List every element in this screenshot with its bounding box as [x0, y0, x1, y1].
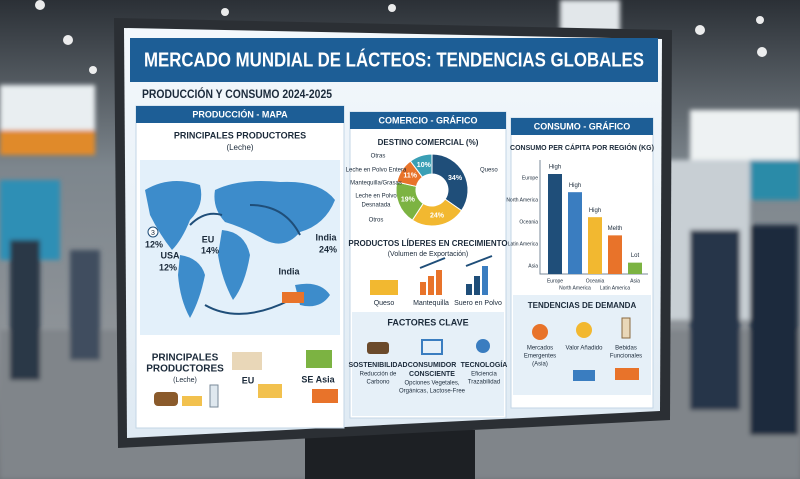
- map-note: (Leche): [226, 143, 253, 152]
- map-marker: [147, 226, 159, 238]
- map-label: 14%: [201, 245, 219, 255]
- legend-label: Otros: [369, 218, 384, 224]
- y-region-label: Latin America: [508, 241, 539, 247]
- demand-icons: [532, 317, 639, 381]
- legend-label: Otras: [371, 154, 386, 160]
- bar-label: Lot: [631, 253, 640, 259]
- factors-title: FACTORES CLAVE: [387, 317, 468, 327]
- footer-title: PRINCIPALES: [152, 353, 219, 364]
- factors-box: [352, 312, 504, 416]
- x-tick-label: North America: [559, 285, 591, 291]
- legend-label: Mantequilla/Grasas: [350, 181, 402, 187]
- map-label: 12%: [159, 262, 177, 272]
- x-tick-label: Oceania: [586, 278, 605, 284]
- x-tick-label: Latin America: [600, 285, 631, 291]
- factor-text: Orgánicas, Lactose-Free: [399, 389, 466, 395]
- growth-category: Suero en Polvo: [454, 300, 502, 307]
- subtitle: PRODUCCIÓN Y CONSUMO 2024-2025: [142, 86, 332, 101]
- map-label: 12%: [145, 239, 163, 249]
- bar-label: High: [589, 208, 601, 214]
- trade-heading-bar: [350, 112, 506, 129]
- factor-text: Opciones Vegetales,: [404, 381, 459, 387]
- factor-text: Eficiencia: [471, 372, 497, 378]
- donut-slice: [431, 153, 469, 212]
- footer-note: (Leche): [173, 377, 197, 384]
- growth-category: Queso: [374, 300, 395, 307]
- bar: [608, 235, 622, 274]
- map-label: USA: [160, 250, 180, 260]
- bar-label: High: [549, 165, 561, 171]
- map-heading-bar: [136, 106, 344, 123]
- consumption-heading-bar: [511, 118, 653, 135]
- title-bar: [130, 38, 658, 82]
- y-region-label: Oceania: [519, 219, 538, 225]
- map-title: PRINCIPALES PRODUCTORES: [174, 130, 306, 140]
- legend-label: Leche en Polvo: [355, 194, 397, 200]
- map-label: 24%: [319, 244, 337, 254]
- map-label: 3: [151, 230, 155, 237]
- demand-text: Bebidas: [615, 346, 637, 352]
- y-region-label: North America: [506, 197, 538, 203]
- y-region-label: Europe: [522, 175, 538, 181]
- demand-text: Funcionales: [610, 354, 642, 360]
- factor-name: SOSTENIBILIDAD: [348, 362, 407, 369]
- bar: [588, 217, 602, 274]
- growth-subtitle: (Volumen de Exportación): [388, 251, 469, 258]
- title: MERCADO MUNDIAL DE LÁCTEOS: TENDENCIAS G…: [144, 48, 644, 71]
- demand-text: Mercados: [527, 346, 553, 352]
- factor-name: CONSUMIDOR: [408, 362, 457, 369]
- factor-text: Reducción de: [360, 372, 397, 378]
- panel-heading: COMERCIO - GRÁFICO: [379, 115, 478, 125]
- producer-icons: [154, 350, 338, 408]
- donut-title: DESTINO COMERCIAL (%): [378, 138, 479, 147]
- bar-label: High: [569, 183, 581, 189]
- bar: [548, 174, 562, 274]
- factor-name: TECNOLOGÍA: [461, 360, 508, 369]
- demand-text: Valor Añadido: [566, 346, 604, 352]
- x-tick-label: Europe: [547, 278, 563, 284]
- truck-icon: [282, 292, 304, 303]
- map-label: India: [278, 266, 300, 276]
- donut-slice: [409, 153, 433, 178]
- factor-name: CONSCIENTE: [409, 371, 455, 378]
- growth-title: PRODUCTOS LÍDERES EN CRECIMIENTO: [348, 239, 507, 248]
- footer-label: EU: [242, 375, 255, 385]
- footer-label: SE Asia: [301, 374, 335, 384]
- panel-heading: CONSUMO - GRÁFICO: [534, 121, 631, 131]
- bar: [568, 192, 582, 274]
- slice-label: 19%: [401, 197, 416, 204]
- legend-label: Queso: [480, 168, 498, 174]
- growth-icons: [370, 255, 493, 295]
- slice-label: 34%: [448, 175, 463, 182]
- legend-label: Desnatada: [361, 203, 391, 209]
- ceiling-lights: [35, 0, 767, 74]
- continents: [145, 181, 335, 318]
- footer-title: PRODUCTORES: [146, 364, 224, 375]
- panel-heading: PRODUCCIÓN - MAPA: [192, 108, 288, 119]
- demand-text: Emergentes: [524, 354, 556, 360]
- slice-label: 24%: [430, 212, 445, 219]
- map-label: India: [315, 232, 337, 242]
- x-tick-label: Asia: [630, 278, 640, 284]
- bar-label: Melth: [608, 226, 623, 232]
- legend-label: Leche en Polvo Entera: [346, 168, 407, 174]
- y-region-label: Asia: [528, 263, 538, 269]
- trade-arrows: [189, 204, 301, 315]
- demand-text: (Asia): [532, 362, 548, 368]
- factor-text: Carbono: [366, 380, 390, 386]
- growth-category: Mantequilla: [413, 300, 449, 307]
- factor-text: Trazabilidad: [468, 380, 500, 386]
- bar: [628, 262, 642, 274]
- demand-title: TENDENCIAS DE DEMANDA: [528, 301, 637, 310]
- map-label: EU: [202, 234, 215, 244]
- slice-label: 10%: [417, 162, 432, 169]
- monitor-stand: [305, 430, 475, 479]
- factor-icons: [367, 339, 490, 355]
- chart-title: CONSUMO PER CÁPITA POR REGIÓN (KG): [510, 143, 654, 152]
- slice-label: 11%: [403, 173, 417, 180]
